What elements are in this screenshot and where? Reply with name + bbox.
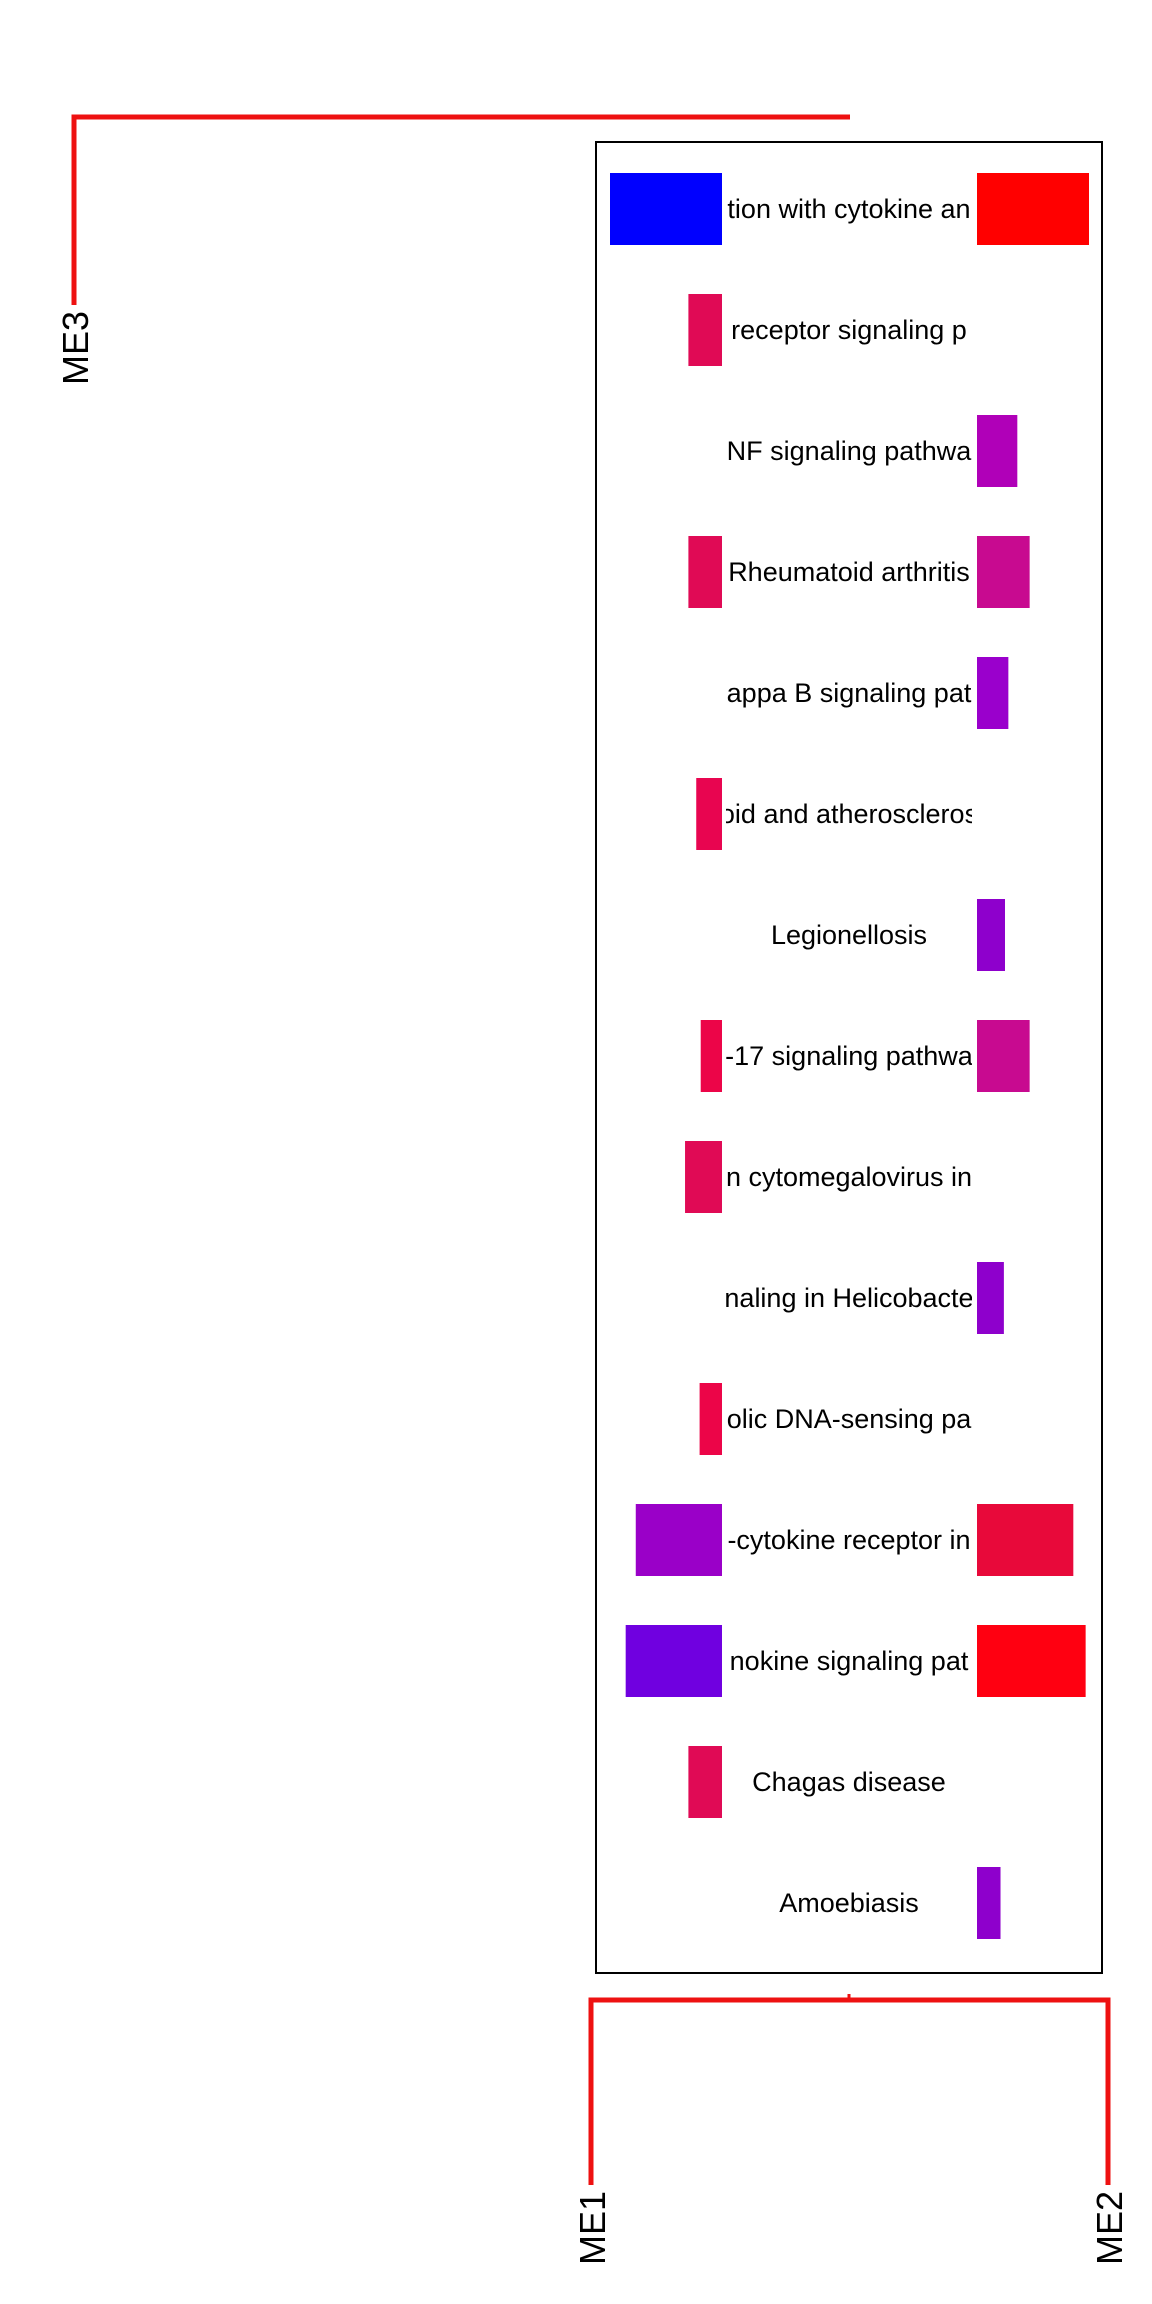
pathway-label: n cytomegalovirus in: [726, 1162, 972, 1192]
pathway-label: receptor signaling p: [731, 315, 967, 345]
me2-bar: [977, 1262, 1004, 1334]
pathway-label: naling in Helicobacte: [724, 1283, 973, 1313]
pathway-label: Chagas disease: [752, 1767, 946, 1797]
pathway-label: NF signaling pathwa: [727, 436, 973, 466]
me1-module-label: ME1: [572, 2191, 613, 2265]
me2-bar: [977, 415, 1018, 487]
me2-bar: [977, 1020, 1030, 1092]
pathway-label: nokine signaling pat: [730, 1646, 969, 1676]
me1-bar: [688, 536, 722, 608]
me2-bar: [977, 1625, 1086, 1697]
me2-bar: [977, 173, 1089, 245]
me3-module-label: ME3: [55, 311, 96, 385]
me2-bar: [977, 657, 1009, 729]
me1-bar: [635, 1504, 722, 1576]
me1-bar: [688, 294, 722, 366]
me1-bar: [610, 173, 722, 245]
pathway-label: -cytokine receptor in: [727, 1525, 970, 1555]
pathway-label: Legionellosis: [771, 920, 927, 950]
pathway-label: appa B signaling pat: [727, 678, 972, 708]
pathway-label: -17 signaling pathwa: [725, 1041, 974, 1071]
me2-bar: [977, 1867, 1001, 1939]
pathway-label: tion with cytokine an: [727, 194, 970, 224]
me1-bar: [688, 1746, 722, 1818]
me2-bar: [977, 1504, 1074, 1576]
pathway-rows: tion with cytokine an receptor signaling …: [610, 173, 1089, 1939]
me1-bar: [696, 778, 722, 850]
me2-bar: [977, 536, 1030, 608]
pathway-label: olic DNA-sensing pa: [727, 1404, 973, 1434]
plot-frame: [595, 141, 1103, 1974]
me1-bar: [625, 1625, 722, 1697]
me1-me2-dendrogram: [588, 1997, 1111, 2185]
me2-bar: [977, 899, 1005, 971]
me1-bar: [699, 1383, 722, 1455]
me1-bar: [685, 1141, 722, 1213]
me1-bar: [700, 1020, 722, 1092]
pathway-label: Rheumatoid arthritis: [728, 557, 970, 587]
pathway-label: oid and atheroscleros: [720, 799, 978, 829]
me3-dendrogram-branch: [71, 114, 850, 305]
pathway-label: Amoebiasis: [779, 1888, 919, 1918]
me2-module-label: ME2: [1089, 2191, 1130, 2265]
